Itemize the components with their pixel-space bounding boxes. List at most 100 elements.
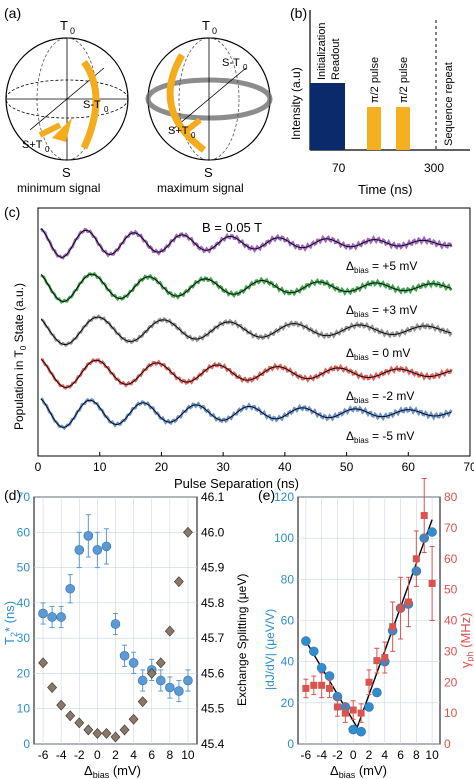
right-ytick-label: 45.7 bbox=[201, 631, 225, 645]
caption-maximum-signal: maximum signal bbox=[157, 181, 244, 195]
c-xtick-label: 70 bbox=[463, 460, 474, 474]
data-point-circle bbox=[165, 682, 175, 693]
panel-e-label: (e) bbox=[258, 487, 275, 503]
panel-e-marks bbox=[301, 477, 437, 737]
sphere-left-top-label: T bbox=[60, 18, 68, 33]
xtick-label: 10 bbox=[181, 748, 195, 762]
data-point-diamond bbox=[164, 625, 175, 637]
bar-init-readout bbox=[310, 83, 345, 150]
xtick-label: 4 bbox=[381, 748, 388, 762]
xtick-label: -2 bbox=[332, 748, 343, 762]
data-point-circle bbox=[372, 687, 382, 698]
sphere-right-top-label: T bbox=[202, 18, 210, 33]
panel-e-dj-dv: (e) -6 -4 -2 0 2 4 6 8 1002040608010012001020304… bbox=[258, 477, 474, 779]
data-point-circle bbox=[364, 702, 374, 712]
panel-e-right-ylabel: γph (MHz) bbox=[458, 612, 474, 668]
xtick-label: -6 bbox=[38, 748, 49, 762]
data-point-diamond bbox=[74, 717, 85, 729]
xtick-label: 2 bbox=[366, 748, 373, 762]
panel-a-label: (a) bbox=[4, 5, 21, 21]
xtick-label: 4 bbox=[130, 748, 137, 762]
bloch-sphere-left bbox=[5, 37, 129, 161]
data-point-circle bbox=[348, 724, 359, 735]
c-data-trace bbox=[40, 271, 453, 304]
left-ytick-label: 0 bbox=[287, 737, 294, 751]
left-ytick-label: 70 bbox=[17, 490, 31, 504]
c-xtick-label: 20 bbox=[155, 460, 169, 474]
data-point-circle bbox=[83, 531, 94, 541]
data-point-diamond bbox=[173, 576, 184, 588]
panel-b-pulse-sequence: (b) Initialization Readout π/2 pulse π/2… bbox=[289, 5, 470, 197]
left-ytick-label: 40 bbox=[17, 596, 31, 610]
xtick-label: 10 bbox=[425, 748, 439, 762]
svg-text:0: 0 bbox=[70, 26, 75, 36]
right-ytick-label: 45.5 bbox=[201, 702, 225, 716]
right-ytick-label: 80 bbox=[444, 490, 458, 504]
left-ytick-label: 50 bbox=[17, 561, 31, 575]
c-xtick-label: 40 bbox=[278, 460, 292, 474]
right-ytick-label: 70 bbox=[444, 521, 458, 535]
left-ytick-label: 10 bbox=[17, 702, 31, 716]
data-point-circle bbox=[155, 675, 166, 686]
panel-c-label: (c) bbox=[4, 204, 20, 220]
data-point-diamond bbox=[183, 526, 193, 538]
data-point-circle bbox=[38, 608, 48, 619]
left-ytick-label: 20 bbox=[281, 696, 295, 710]
bar-init-label-1: Initialization bbox=[316, 23, 328, 80]
data-point-square bbox=[326, 684, 334, 692]
xtick-label: 6 bbox=[148, 748, 155, 762]
xtick-label: -4 bbox=[56, 748, 67, 762]
left-ytick-label: 60 bbox=[281, 614, 295, 628]
panel-d-xlabel: Δbias (mV) bbox=[84, 763, 141, 779]
data-point-square bbox=[349, 706, 357, 714]
panel-d-label: (d) bbox=[4, 487, 21, 503]
right-ytick-label: 30 bbox=[444, 644, 458, 658]
right-ytick-label: 20 bbox=[444, 675, 458, 689]
data-point-square bbox=[341, 709, 349, 717]
data-point-diamond bbox=[146, 667, 157, 679]
data-point-circle bbox=[301, 636, 311, 646]
right-ytick-label: 46.0 bbox=[201, 525, 225, 539]
right-ytick-label: 45.6 bbox=[201, 666, 225, 680]
state-trajectory-arrow-right bbox=[166, 53, 207, 153]
data-point-square bbox=[333, 703, 341, 711]
data-point-diamond bbox=[83, 724, 94, 736]
left-ytick-label: 0 bbox=[23, 737, 30, 751]
right-ytick-label: 46.1 bbox=[201, 490, 225, 504]
panel-a-bloch-spheres: (a) T 0 S S-T 0 S+T 0 minimum signal bbox=[4, 5, 273, 195]
panel-b-xtick-70: 70 bbox=[332, 161, 346, 175]
c-xtick-label: 10 bbox=[93, 460, 107, 474]
state-trajectory-arrow-left bbox=[80, 59, 100, 150]
data-point-diamond bbox=[38, 657, 48, 669]
right-ytick-label: 40 bbox=[444, 614, 458, 628]
left-ytick-label: 80 bbox=[281, 572, 295, 586]
data-point-circle bbox=[119, 650, 130, 661]
data-point-circle bbox=[316, 663, 327, 673]
data-point-diamond bbox=[101, 727, 112, 739]
panel-c-xlabel: Pulse Separation (ns) bbox=[174, 476, 299, 491]
pi2-label-1: π/2 pulse bbox=[369, 57, 381, 103]
sphere-right-spt0-label: S+T bbox=[168, 125, 189, 137]
c-data-trace bbox=[40, 314, 453, 348]
data-point-square bbox=[381, 654, 389, 662]
c-fit-trace bbox=[40, 273, 452, 302]
xtick-label: 8 bbox=[413, 748, 420, 762]
state-arrow-right bbox=[180, 117, 202, 137]
xtick-label: 8 bbox=[166, 748, 173, 762]
data-point-square bbox=[365, 678, 373, 686]
data-point-circle bbox=[308, 646, 319, 657]
sphere-left-bottom-label: S bbox=[62, 165, 71, 180]
c-xtick-label: 0 bbox=[35, 460, 42, 474]
sphere-left-spt0-label: S+T bbox=[22, 139, 43, 151]
xtick-label: -6 bbox=[301, 748, 312, 762]
c-series-label: Δbias = +5 mV bbox=[346, 259, 417, 275]
panel-d-marks bbox=[38, 514, 193, 743]
data-point-circle bbox=[47, 612, 57, 622]
bar-pi2-pulse-1 bbox=[367, 107, 381, 150]
left-ytick-label: 20 bbox=[17, 666, 31, 680]
bar-init-label-2: Readout bbox=[330, 38, 342, 80]
data-point-square bbox=[357, 709, 365, 717]
panel-b-label: (b) bbox=[290, 5, 307, 21]
data-point-diamond bbox=[155, 657, 166, 669]
data-point-square bbox=[412, 555, 420, 563]
